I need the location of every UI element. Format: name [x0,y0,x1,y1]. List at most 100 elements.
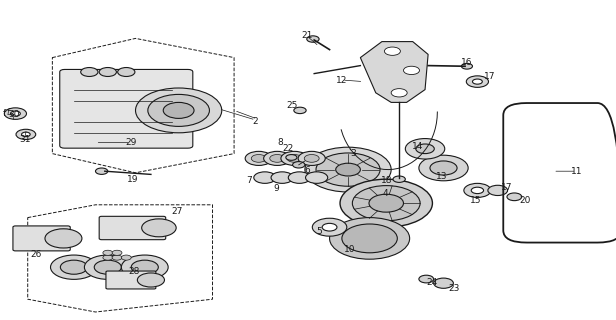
Text: 22: 22 [282,144,293,153]
Text: 19: 19 [127,175,138,184]
Circle shape [461,63,472,69]
Circle shape [254,172,276,183]
Text: f: f [2,109,6,118]
Circle shape [330,218,410,259]
Text: f: f [6,108,9,116]
Circle shape [99,68,116,76]
Text: 18: 18 [381,176,392,185]
Circle shape [293,162,305,168]
Text: 17: 17 [484,72,495,81]
Circle shape [369,194,403,212]
Circle shape [471,187,484,194]
Text: 17: 17 [501,183,512,192]
Circle shape [4,108,26,119]
Text: 12: 12 [336,76,347,84]
Text: 8: 8 [277,138,283,147]
Circle shape [148,94,209,126]
Polygon shape [360,42,428,102]
Circle shape [342,224,397,253]
Circle shape [112,250,122,255]
Text: 23: 23 [448,284,460,293]
Text: 13: 13 [436,172,447,181]
Circle shape [51,255,97,279]
Circle shape [307,36,319,42]
Circle shape [84,255,131,279]
Circle shape [419,275,434,283]
Text: 16: 16 [461,58,472,67]
Circle shape [393,176,405,182]
Text: 15: 15 [471,196,482,204]
Circle shape [340,179,432,227]
Text: 30: 30 [8,110,19,119]
Circle shape [286,155,297,160]
FancyBboxPatch shape [13,226,70,251]
Text: 24: 24 [427,278,438,287]
Text: 14: 14 [412,142,423,151]
Circle shape [103,255,113,260]
Circle shape [336,163,360,176]
Circle shape [384,47,400,55]
Circle shape [488,185,508,196]
Circle shape [45,229,82,248]
Circle shape [287,155,302,162]
Text: 3: 3 [350,149,356,158]
Text: 29: 29 [125,138,136,147]
Circle shape [316,153,380,186]
Text: 11: 11 [571,167,582,176]
Circle shape [416,144,434,154]
Circle shape [22,132,30,137]
Circle shape [245,151,272,165]
Circle shape [163,102,194,118]
Circle shape [312,218,347,236]
FancyBboxPatch shape [99,216,166,240]
Circle shape [137,273,164,287]
Text: 4: 4 [382,189,388,198]
Circle shape [405,139,445,159]
Circle shape [472,79,482,84]
Text: 20: 20 [519,196,530,205]
Text: 25: 25 [286,101,298,110]
Circle shape [298,151,325,165]
Circle shape [507,193,522,201]
Circle shape [419,155,468,181]
Circle shape [288,172,310,183]
Circle shape [464,183,491,197]
FancyBboxPatch shape [60,69,193,148]
Circle shape [270,155,285,162]
Circle shape [131,260,158,274]
Circle shape [352,186,420,221]
FancyBboxPatch shape [106,271,156,289]
Text: 31: 31 [19,135,30,144]
Circle shape [121,255,168,279]
Text: 6: 6 [304,166,310,175]
Text: 27: 27 [172,207,183,216]
Circle shape [251,155,266,162]
Circle shape [10,111,20,116]
Circle shape [118,68,135,76]
Circle shape [430,161,457,175]
Circle shape [281,151,308,165]
Text: 9: 9 [273,184,279,193]
Circle shape [322,223,337,231]
Circle shape [403,66,419,75]
Circle shape [103,250,113,255]
Circle shape [305,147,391,192]
Circle shape [60,260,87,274]
Text: 10: 10 [344,245,355,254]
Circle shape [81,68,98,76]
Circle shape [434,278,453,288]
Circle shape [112,255,122,260]
Circle shape [391,89,407,97]
Circle shape [306,172,328,183]
Circle shape [466,76,488,87]
Circle shape [95,168,108,174]
Text: 5: 5 [316,228,322,236]
Circle shape [121,255,131,260]
Text: 26: 26 [30,250,41,259]
Circle shape [94,260,121,274]
Circle shape [271,172,293,183]
Circle shape [304,155,319,162]
Circle shape [264,151,291,165]
Circle shape [142,219,176,237]
Text: 28: 28 [129,268,140,276]
